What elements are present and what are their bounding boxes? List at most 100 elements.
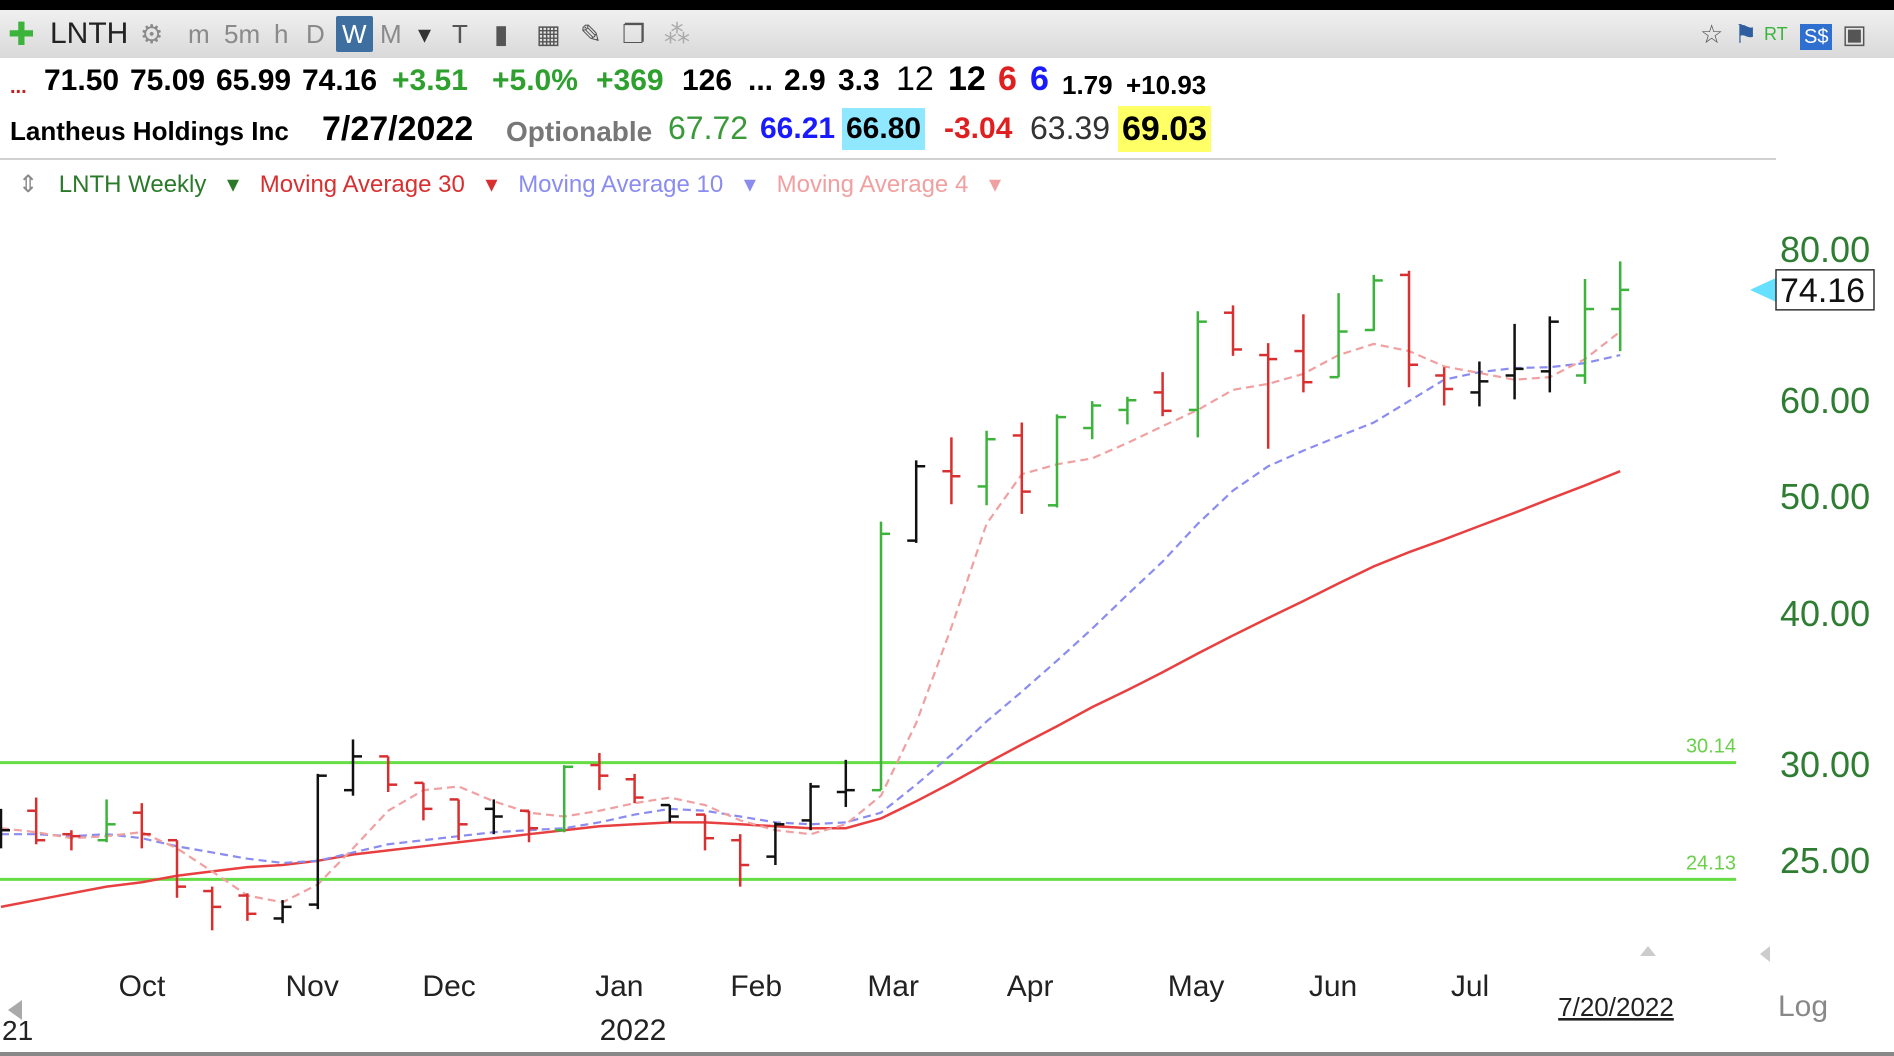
ohlc-bar [273,900,292,924]
ohlc-bar [0,808,10,849]
y-tick-label-4: 30.00 [1780,744,1870,785]
x-month-label: Feb [730,970,782,1003]
interval-minute[interactable]: m [188,19,210,49]
ohlc-bar [942,437,961,505]
scroll-left-icon [1760,946,1770,962]
ohlc-bar [977,430,996,506]
realtime-badge[interactable]: RT [1764,24,1788,44]
legend-ma4[interactable]: Moving Average 4 ▾ [776,171,1002,198]
interval-dropdown-icon[interactable]: ▾ [418,19,432,49]
bar-style-icon[interactable]: ▮ [494,19,509,49]
ohlc-bar [344,739,362,796]
window-icon[interactable]: ❐ [622,19,646,49]
quote-v3: 66.80 [842,108,926,150]
date-marker-label: 7/20/2022 [1558,992,1674,1022]
ohlc-bar [484,799,503,835]
pan-left-icon [8,1000,22,1020]
quote-close: 74.16 [302,64,378,97]
quote-value-5: 12 [948,60,986,98]
interval-week[interactable]: W [336,16,373,52]
header-separator [0,158,1776,160]
x-partial-label: 21 [2,1015,33,1046]
quote-change: +3.51 [392,64,468,97]
ohlc-bar [379,755,398,793]
x-month-label: Oct [119,970,166,1003]
x-month-label: Dec [422,970,475,1003]
drag-handle-icon[interactable]: ⇕ [18,171,39,198]
interval-month[interactable]: M [380,19,402,49]
quote-date: 7/27/2022 [322,110,474,148]
ohlc-bar [1540,316,1559,393]
save-icon[interactable]: ▣ [1842,19,1867,49]
ma30-line [0,470,1621,909]
legend-series-label: LNTH Weekly [58,171,207,198]
quote-value-4: 12 [896,60,934,98]
legend-series[interactable]: LNTH Weekly ▾ [58,171,240,198]
hline-label-0: 30.14 [1686,736,1736,758]
ohlc-bar [449,798,468,841]
interval-day[interactable]: D [306,19,325,49]
flag-icon[interactable]: ⚑ [1734,19,1758,49]
quote-value-9: +10.93 [1126,70,1207,100]
quote-value-8: 1.79 [1062,70,1113,100]
legend-ma30[interactable]: Moving Average 30 ▾ [259,171,498,198]
pencil-icon[interactable]: ✎ [580,19,602,49]
ohlc-bar [1505,323,1524,400]
ohlc-bar [1118,396,1137,425]
legend-ma10[interactable]: Moving Average 10 ▾ [518,171,756,198]
ohlc-bar [836,759,855,807]
y-tick-label-1: 60.00 [1780,380,1870,421]
interval-5-minute[interactable]: 5m [224,19,261,49]
text-tool-icon[interactable]: T [452,19,468,49]
scale-mode-label[interactable]: Log [1778,990,1828,1023]
s-dollar-icon[interactable]: S$ [1800,24,1833,50]
ma10-line [1,353,1621,865]
hline-label-1: 24.13 [1686,852,1736,874]
symbol-field[interactable]: LNTH [50,17,129,50]
x-month-label: Jul [1451,970,1489,1003]
grid-icon[interactable]: ▦ [536,19,561,49]
last-price-label: 74.16 [1780,272,1865,310]
bottom-border [0,1052,1894,1056]
ohlc-bar [1012,422,1031,514]
x-month-label: Jan [595,970,643,1003]
quote-high: 75.09 [130,64,206,97]
chart-settings-icon[interactable]: ⚙ [140,19,164,49]
ohlc-bar [1153,372,1172,417]
ohlc-bar [801,782,820,831]
x-year-label: 2022 [600,1014,667,1047]
quote-value-7: 6 [1030,60,1049,98]
ohlc-bar [590,752,609,791]
ohlc-bar [1294,314,1313,393]
ohlc-bar [1224,305,1242,356]
ohlc-bar [27,797,46,845]
ohlc-bar [1364,274,1383,332]
y-tick-label-3: 40.00 [1780,593,1870,634]
ohlc-bar [1576,279,1594,384]
last-price-arrow [1750,277,1776,302]
x-month-label: Nov [285,970,338,1003]
share-icon[interactable]: ⁂ [664,19,690,49]
add-symbol-icon[interactable]: ✚ [8,16,35,52]
ohlc-bar [97,799,116,843]
quote-volume-change: +369 [596,64,664,97]
y-tick-label-2: 50.00 [1780,476,1870,517]
ohlc-bar [660,803,679,823]
ohlc-bar [1188,311,1207,438]
ohlc-bar [62,830,81,851]
quote-ellipsis: ... [748,64,774,97]
toolbar: ✚ LNTH ⚙ m 5m h D W M ▾ T ▮ ▦ ✎ ❐ ⁂ ☆ ⚑ … [0,0,1894,58]
legend-ma4-label: Moving Average 4 [776,171,969,198]
company-name: Lantheus Holdings Inc [10,116,289,146]
optionable-label: Optionable [506,116,653,147]
ohlc-bar [203,886,222,931]
legend-ma30-label: Moving Average 30 [259,171,465,198]
x-month-label: May [1168,970,1225,1003]
star-icon[interactable]: ☆ [1700,19,1724,49]
ohlc-bar [520,809,538,843]
y-tick-label-5: 25.00 [1780,840,1870,881]
quote-low: 65.99 [216,64,292,97]
interval-hour[interactable]: h [274,19,289,49]
x-month-label: Mar [867,970,919,1003]
